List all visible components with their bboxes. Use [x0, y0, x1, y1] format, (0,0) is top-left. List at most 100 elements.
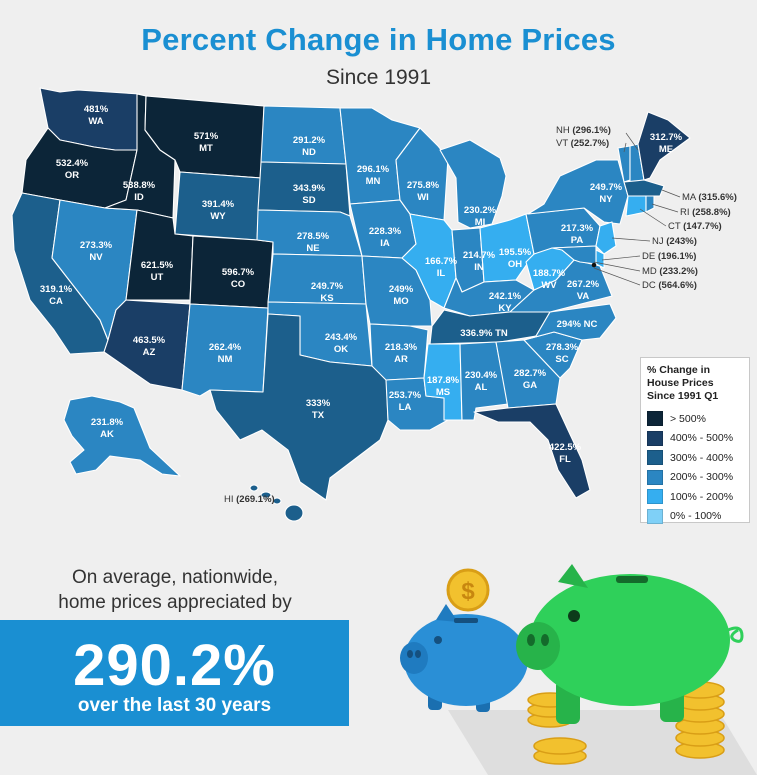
legend-title-line1: % Change in: [647, 364, 711, 376]
callout-line-DC: [593, 267, 641, 286]
state-CT[interactable]: [625, 195, 647, 217]
label-AK-abbr: AK: [100, 429, 114, 440]
callout-MD-abbr: MD: [642, 266, 657, 277]
summary-line1: On average, nationwide,: [72, 567, 278, 588]
callout-line-RI: [651, 203, 679, 213]
legend-label: 200% - 300%: [670, 471, 734, 484]
label-MS-abbr: MS: [436, 387, 450, 398]
summary-box: 290.2% over the last 30 years: [0, 620, 349, 726]
label-VA-abbr: VA: [577, 291, 590, 302]
state-AK[interactable]: [63, 395, 181, 477]
state-NJ[interactable]: [595, 221, 617, 255]
legend-label: 300% - 400%: [670, 451, 734, 464]
state-ME[interactable]: [637, 111, 691, 181]
state-NC[interactable]: [523, 303, 617, 341]
legend-label: > 500%: [670, 412, 706, 425]
label-GA-value: 282.7%: [514, 368, 547, 379]
label-ND-value: 291.2%: [293, 135, 326, 146]
label-NY-abbr: NY: [599, 194, 613, 205]
label-VA-value: 267.2%: [567, 279, 600, 290]
callout-line-DE: [601, 255, 641, 261]
label-AL-value: 230.4%: [465, 370, 498, 381]
legend-swatch: [647, 450, 663, 466]
callout-line-MD: [593, 261, 641, 272]
label-WY-value: 391.4%: [202, 199, 235, 210]
callout-line-NJ: [611, 237, 651, 242]
blue-piggy-icon: [400, 604, 528, 712]
callout-HI-value: (269.1%): [236, 494, 275, 505]
label-NC-abbr: NC: [584, 319, 598, 330]
state-TX[interactable]: [209, 313, 389, 501]
callout-CT-value: (147.7%): [683, 221, 722, 232]
state-MD[interactable]: [551, 245, 597, 265]
label-OR-value: 532.4%: [56, 158, 89, 169]
state-KS[interactable]: [267, 253, 367, 305]
label-CA-abbr: CA: [49, 296, 63, 307]
label-GA-abbr: GA: [523, 380, 537, 391]
state-GA[interactable]: [495, 339, 561, 409]
label-MT-abbr: MT: [199, 143, 213, 154]
callout-NH-abbr: NH: [556, 125, 570, 136]
label-NC-value: 294%: [557, 319, 582, 330]
callout-DC-value: (564.6%): [658, 280, 697, 291]
label-WV-value: 188.7%: [533, 268, 566, 279]
label-ID-value: 538.8%: [123, 180, 156, 191]
label-KS-abbr: KS: [320, 293, 333, 304]
label-NY-value: 249.7%: [590, 182, 623, 193]
label-IA-value: 228.3%: [369, 226, 402, 237]
label-MI-abbr: MI: [475, 217, 486, 228]
callout-line-NH: [625, 132, 639, 151]
legend-item: 400% - 500%: [647, 429, 743, 449]
label-WI-abbr: WI: [417, 192, 429, 203]
callout-HI: HI (269.1%): [224, 494, 275, 505]
legend-item: 200% - 300%: [647, 468, 743, 488]
state-MA[interactable]: [623, 179, 665, 197]
label-WA-value: 481%: [84, 104, 109, 115]
state-NY[interactable]: [527, 159, 629, 225]
label-NE-value: 278.5%: [297, 231, 330, 242]
label-NV-value: 273.3%: [80, 240, 113, 251]
callout-NH: NH (296.1%): [556, 125, 611, 136]
legend-title: % Change in House Prices Since 1991 Q1: [647, 364, 743, 403]
label-MI-value: 230.2%: [464, 205, 497, 216]
dollar-coin-icon: $: [446, 568, 490, 612]
label-WV-abbr: WV: [541, 280, 557, 291]
page-subtitle: Since 1991: [325, 66, 432, 89]
label-TX-value: 333%: [306, 398, 331, 409]
label-CO-abbr: CO: [231, 279, 245, 290]
label-KS-value: 249.7%: [311, 281, 344, 292]
legend-label: 100% - 200%: [670, 490, 734, 503]
summary-value: 290.2%: [73, 633, 276, 698]
state-WI[interactable]: [395, 127, 449, 221]
label-AR-abbr: AR: [394, 354, 408, 365]
legend-swatch: [647, 469, 663, 485]
state-HI[interactable]: [249, 484, 304, 522]
label-IL-value: 166.7%: [425, 256, 458, 267]
legend-label: 0% - 100%: [670, 510, 722, 523]
state-FL[interactable]: [473, 403, 591, 499]
label-WA-abbr: WA: [88, 116, 103, 127]
label-FL-abbr: FL: [559, 454, 571, 465]
label-PA-abbr: PA: [571, 235, 584, 246]
label-WY-abbr: WY: [210, 211, 226, 222]
label-SC-value: 278.3%: [546, 342, 579, 353]
label-TN: 336.9% TN: [460, 328, 508, 339]
label-ND-abbr: ND: [302, 147, 316, 158]
label-ID-abbr: ID: [134, 192, 144, 203]
state-RI[interactable]: [645, 195, 655, 213]
label-MO-abbr: MO: [393, 296, 408, 307]
piggy-bank-illustration: $: [400, 564, 757, 775]
label-TN-value: 336.9%: [460, 328, 493, 339]
summary-text: On average, nationwide, home prices appr…: [0, 565, 350, 615]
label-AL-abbr: AL: [475, 382, 488, 393]
summary-caption: over the last 30 years: [77, 695, 272, 716]
state-MI[interactable]: [439, 139, 507, 229]
coin-symbol: $: [461, 578, 475, 605]
callout-DE-abbr: DE: [642, 251, 655, 262]
callout-NH-value: (296.1%): [572, 125, 611, 136]
state-IL[interactable]: [401, 213, 457, 309]
label-IA-abbr: IA: [380, 238, 390, 249]
callout-DC: DC (564.6%): [642, 280, 697, 291]
label-MN-value: 296.1%: [357, 164, 390, 175]
label-WI-value: 275.8%: [407, 180, 440, 191]
